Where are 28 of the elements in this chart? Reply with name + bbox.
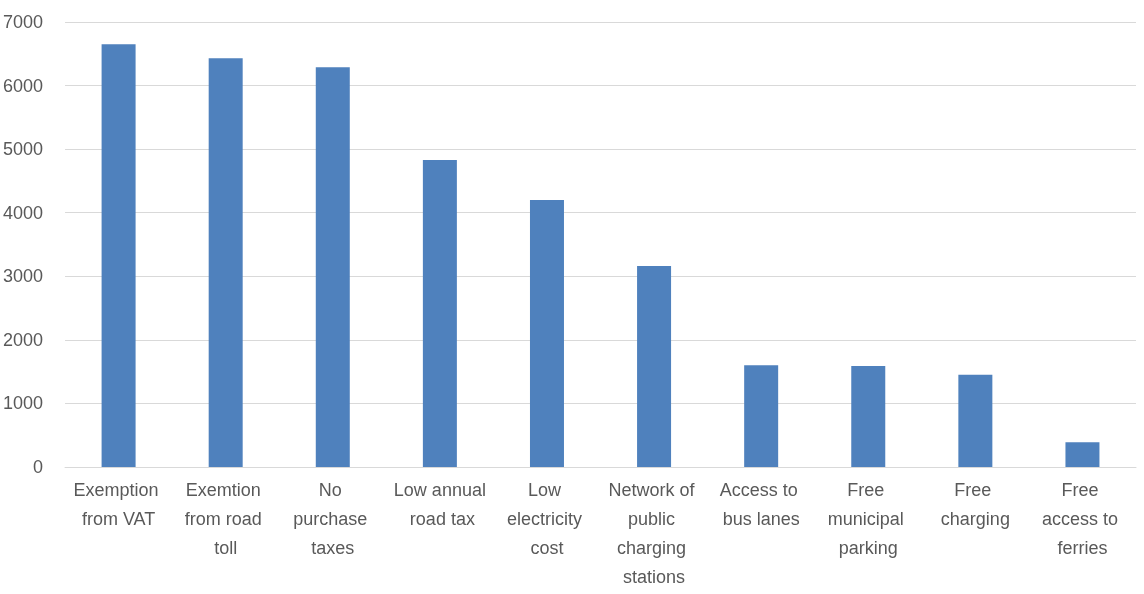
- y-tick-label: 2000: [3, 329, 44, 350]
- bar: [422, 159, 457, 467]
- bar: [529, 200, 564, 467]
- x-tick-label: Low electricity cost: [506, 479, 587, 558]
- y-tick-label: 7000: [3, 12, 44, 32]
- x-tick-label: Free access to ferries: [1041, 479, 1123, 558]
- x-tick-label: Network of public charging stations: [608, 479, 700, 587]
- y-tick-label: 4000: [3, 202, 44, 223]
- x-tick-label: Low annual road tax: [393, 479, 486, 529]
- x-tick-label: Exemption from VAT: [73, 479, 164, 529]
- bar: [315, 67, 350, 467]
- x-tick-label: Free charging: [940, 479, 1010, 529]
- x-tick-label: Exemtion from road toll: [184, 479, 267, 558]
- bar: [101, 44, 136, 467]
- bar: [637, 266, 672, 467]
- bar: [1065, 442, 1100, 467]
- y-tick-label: 0: [33, 457, 44, 477]
- x-tick-label: Access to bus lanes: [719, 479, 803, 529]
- bar: [851, 365, 886, 467]
- bar: [744, 365, 779, 467]
- y-tick-label: 6000: [3, 75, 44, 96]
- bar: [208, 58, 243, 467]
- y-tick-label: 3000: [3, 266, 44, 287]
- x-tick-label: Free municipal parking: [827, 479, 909, 558]
- bar: [958, 374, 993, 467]
- y-tick-label: 5000: [3, 139, 44, 160]
- x-tick-label: No purchase taxes: [293, 479, 373, 558]
- y-tick-label: 1000: [3, 393, 44, 414]
